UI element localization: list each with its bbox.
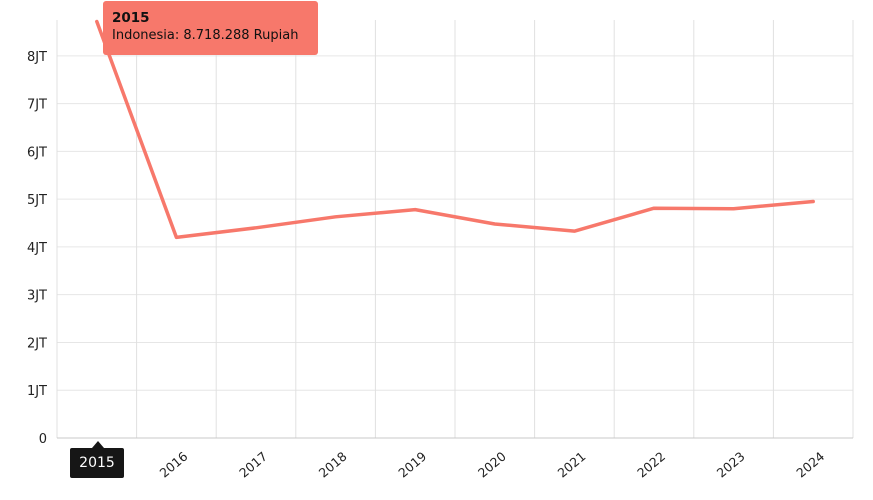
series-line-indonesia[interactable] bbox=[95, 19, 815, 240]
x-tick-label: 2021 bbox=[555, 449, 589, 481]
y-tick-label: 7JT bbox=[27, 98, 47, 113]
tooltip-title: 2015 bbox=[112, 10, 150, 26]
x-tick-label: 2022 bbox=[634, 449, 668, 481]
x-tick-label: 2018 bbox=[316, 449, 350, 481]
y-tick-label: 3JT bbox=[27, 289, 47, 304]
x-tick-label: 2016 bbox=[157, 449, 191, 481]
hover-label-arrow bbox=[92, 441, 104, 448]
x-tick-label: 2023 bbox=[714, 449, 748, 481]
tooltip-value: Indonesia: 8.718.288 Rupiah bbox=[112, 28, 299, 43]
y-tick-label: 8JT bbox=[27, 50, 47, 65]
x-tick-label: 2019 bbox=[395, 449, 429, 481]
y-axis-ticks: 0 1JT 2JT 3JT 4JT 5JT 6JT 7JT 8JT bbox=[27, 50, 47, 447]
x-tick-label: 2017 bbox=[236, 449, 270, 481]
y-tick-label: 0 bbox=[39, 432, 47, 447]
grid-lines bbox=[56, 20, 854, 438]
x-hover-label: 2015 bbox=[70, 448, 124, 478]
y-tick-label: 2JT bbox=[27, 336, 47, 351]
x-tick-label: 2020 bbox=[475, 449, 509, 481]
x-tick-label: 2024 bbox=[793, 449, 827, 481]
series-layer[interactable] bbox=[92, 17, 818, 243]
y-tick-label: 5JT bbox=[27, 193, 47, 208]
y-tick-label: 6JT bbox=[27, 145, 47, 160]
y-tick-label: 4JT bbox=[27, 241, 47, 256]
x-axis-ticks: 2015201620172018201920202021202220232024 bbox=[77, 449, 827, 481]
tooltip: 2015 Indonesia: 8.718.288 Rupiah bbox=[103, 1, 318, 55]
y-tick-label: 1JT bbox=[27, 384, 47, 399]
